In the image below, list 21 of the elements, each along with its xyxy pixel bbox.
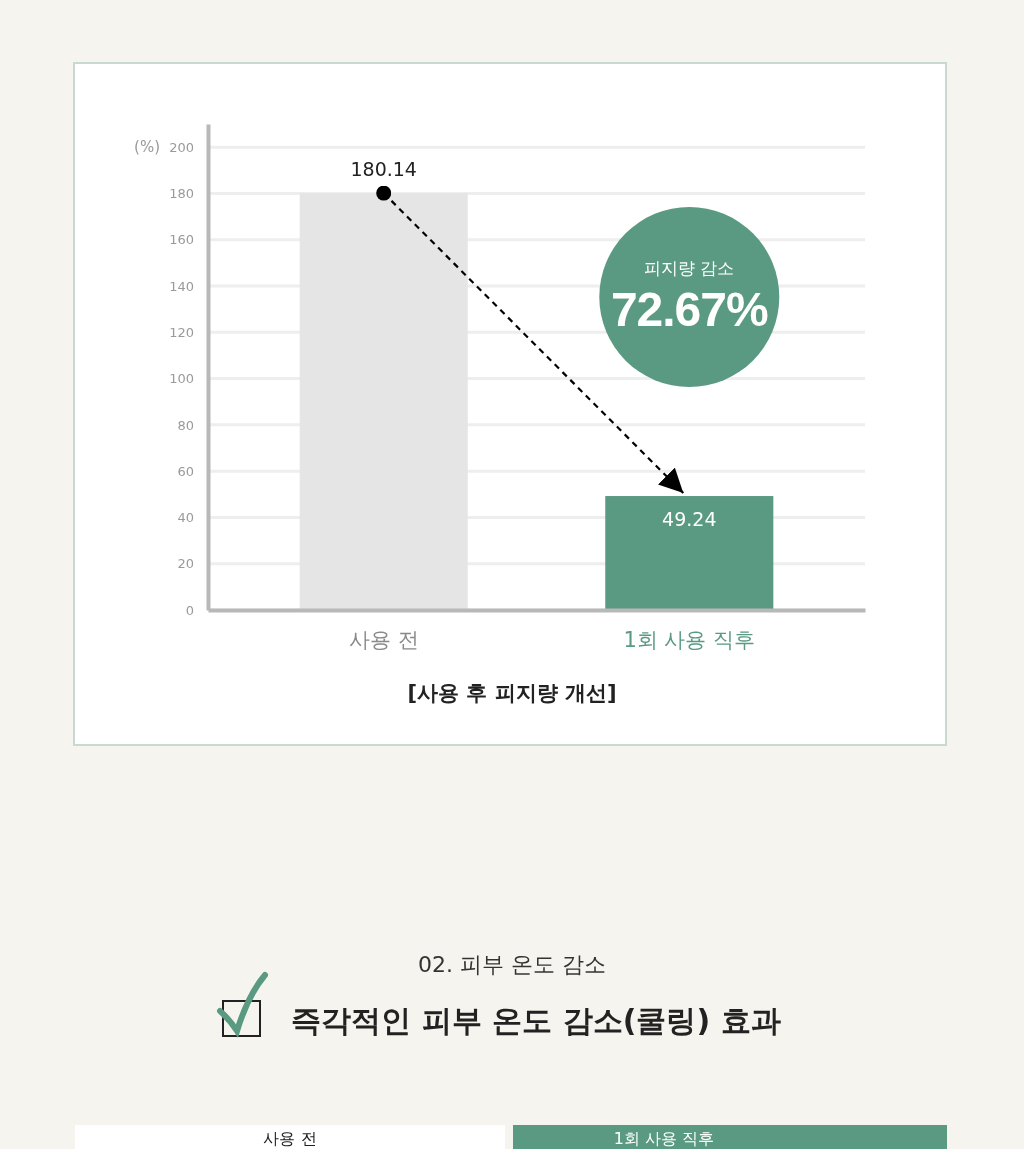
y-tick-label: 120	[169, 324, 194, 340]
text: [사용 후 피지량 개선]	[407, 681, 617, 705]
y-tick-label: 20	[177, 556, 194, 572]
y-tick-label: 160	[169, 232, 194, 248]
data-label: 180.14	[350, 158, 417, 181]
data-label: 49.24	[662, 508, 717, 531]
y-tick-label: 200	[169, 139, 194, 155]
text: 02. 피부 온도 감소	[418, 952, 606, 977]
annotation: 72.67%	[610, 283, 769, 336]
y-tick-label: 0	[185, 602, 194, 618]
y-tick-label: 100	[169, 371, 194, 387]
y-tick-label: 180	[169, 186, 194, 202]
y-tick-label: 140	[169, 278, 194, 294]
y-tick-label: 80	[177, 417, 194, 433]
y-axis-title: (%)	[134, 138, 160, 157]
y-tick-label: 60	[177, 463, 194, 479]
annotation: 피지량 감소	[644, 258, 735, 278]
text: 즉각적인 피부 온도 감소(쿨링) 효과	[291, 1003, 781, 1038]
y-tick-label: 40	[177, 510, 194, 526]
text: 1회 사용 직후	[613, 1129, 715, 1148]
text: 사용 전	[263, 1129, 317, 1148]
